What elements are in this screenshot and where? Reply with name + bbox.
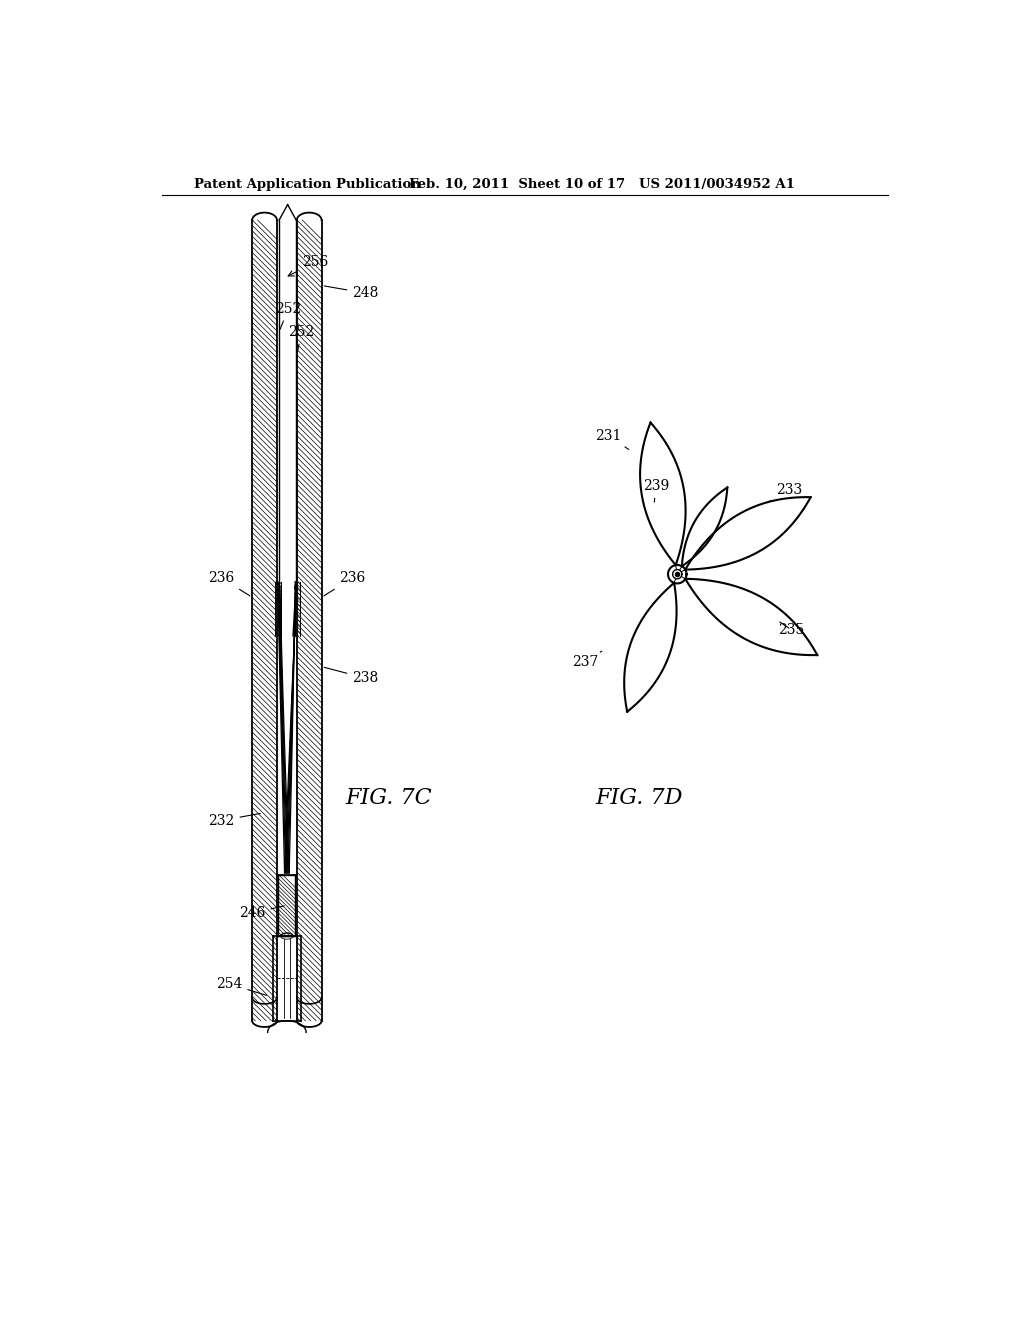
Text: Feb. 10, 2011  Sheet 10 of 17: Feb. 10, 2011 Sheet 10 of 17 — [410, 178, 626, 190]
Text: 248: 248 — [325, 286, 379, 300]
Text: 238: 238 — [325, 668, 379, 685]
Text: 246: 246 — [239, 906, 285, 920]
Text: 236: 236 — [208, 572, 250, 595]
Text: 237: 237 — [571, 651, 602, 669]
Text: 235: 235 — [778, 622, 804, 636]
Text: 252: 252 — [289, 325, 314, 356]
Text: 236: 236 — [324, 572, 366, 595]
Text: 231: 231 — [595, 429, 629, 449]
Text: US 2011/0034952 A1: US 2011/0034952 A1 — [639, 178, 795, 190]
Text: 254: 254 — [216, 977, 266, 995]
Text: Patent Application Publication: Patent Application Publication — [194, 178, 421, 190]
Text: 252: 252 — [275, 301, 301, 329]
Text: FIG. 7D: FIG. 7D — [595, 787, 683, 808]
Text: 256: 256 — [288, 255, 329, 276]
Text: 232: 232 — [208, 813, 260, 828]
Text: 233: 233 — [770, 483, 802, 502]
Text: FIG. 7C: FIG. 7C — [345, 787, 432, 808]
Text: 239: 239 — [643, 479, 669, 502]
